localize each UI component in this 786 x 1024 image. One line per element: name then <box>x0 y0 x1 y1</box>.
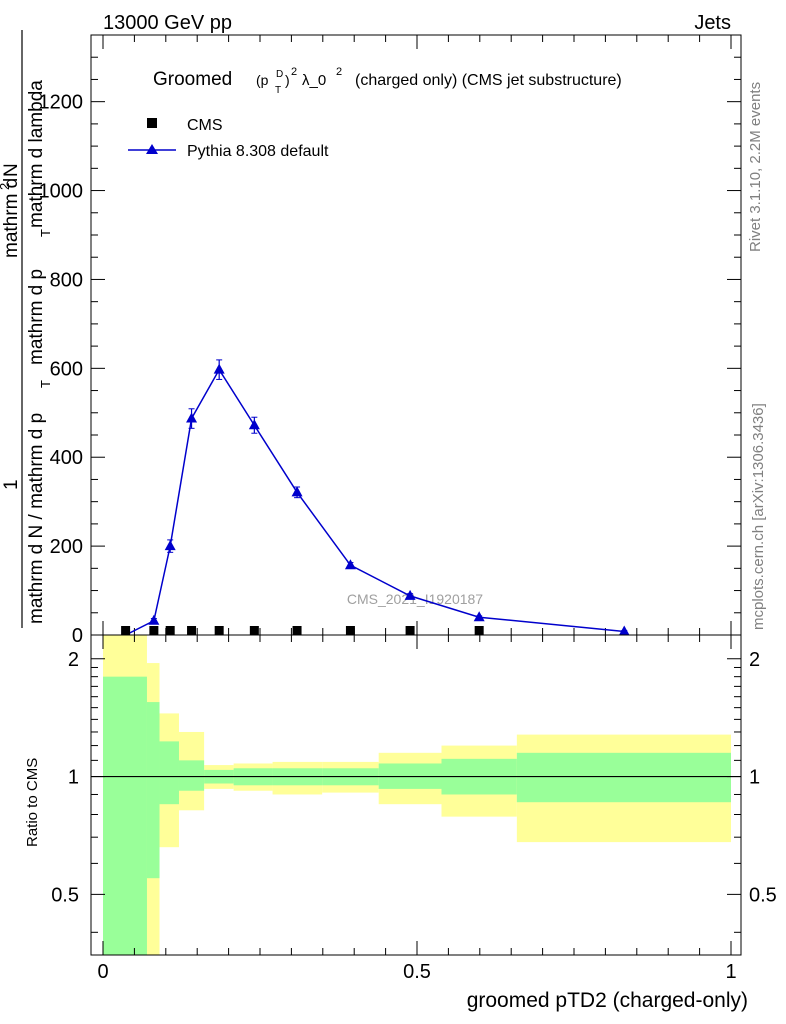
pythia-point <box>404 589 416 600</box>
cms-point <box>405 626 415 635</box>
x-tick-label: 0 <box>97 961 108 983</box>
ratio-plot-area <box>91 635 741 955</box>
pythia-point <box>148 614 160 625</box>
y-tick-label: 600 <box>50 358 83 380</box>
ratio-y-tick-label-left: 2 <box>68 649 79 671</box>
x-tick-label: 0.5 <box>403 961 431 983</box>
title-close: ) <box>285 72 290 88</box>
title-sup-d: D <box>276 69 283 80</box>
legend-cms-marker <box>147 118 157 128</box>
pythia-point <box>473 611 485 622</box>
y-tick-label: 200 <box>50 536 83 558</box>
y-tick-label: 800 <box>50 269 83 291</box>
ratio-y-tick-label-right: 2 <box>749 649 760 671</box>
ylabel-den: mathrm d N / mathrm d p <box>26 413 47 624</box>
cms-point <box>292 626 302 635</box>
cms-point <box>165 626 175 635</box>
title-groomed: Groomed <box>153 69 232 90</box>
cms-point <box>249 626 259 635</box>
pythia-point <box>344 559 356 570</box>
title-lambda: λ_0 <box>302 72 326 89</box>
y-tick-label: 0 <box>72 625 83 647</box>
ylabel-num-dp-sub: T <box>38 229 53 237</box>
title-sub-t: T <box>275 85 281 96</box>
main-axes: 0 200 400 600 800 1000 1200 <box>39 34 742 647</box>
main-series <box>120 359 630 639</box>
y-tick-label: 1000 <box>39 181 84 203</box>
pythia-point <box>164 540 176 551</box>
ratio-band-inner <box>178 760 205 791</box>
ratio-y-label: Ratio to CMS <box>24 758 41 847</box>
header-energy: 13000 GeV pp <box>103 12 232 34</box>
title-sup-2b: 2 <box>336 66 342 78</box>
ratio-band-inner <box>146 702 160 879</box>
cms-point <box>149 626 159 635</box>
ratio-frame <box>90 634 742 956</box>
ratio-y-tick-label-left: 0.5 <box>51 884 79 906</box>
ratio-band-inner <box>103 676 147 955</box>
legend-pythia-label: Pythia 8.308 default <box>187 143 329 160</box>
title-paren-p: (p <box>256 72 269 88</box>
x-tick-label: 1 <box>725 961 736 983</box>
ylabel-num-dlambda: mathrm d lambda <box>26 80 47 228</box>
ratio-axes: 0.5 0.5 1 1 2 2 0 0.5 1 <box>51 634 777 983</box>
cms-point <box>345 626 355 635</box>
y-axis-label: 1 mathrm d N / mathrm d p T mathrm d 2 N… <box>0 30 53 628</box>
cms-point <box>214 626 224 635</box>
pythia-point <box>186 412 198 423</box>
legend-cms-label: CMS <box>187 117 223 134</box>
ylabel-num-dn: mathrm d <box>1 178 22 258</box>
ylabel-num-sup: 2 <box>0 183 12 190</box>
ylabel-num-n: N <box>1 163 22 177</box>
cms-point <box>187 626 197 635</box>
rivet-label: Rivet 3.1.10, 2.2M events <box>747 82 764 252</box>
y-tick-label: 1200 <box>39 92 84 114</box>
ratio-y-tick-label-right: 1 <box>749 767 760 789</box>
title-rest: (charged only) (CMS jet substructure) <box>355 72 622 89</box>
pythia-point <box>291 486 303 497</box>
title-sup-2: 2 <box>291 66 297 78</box>
y-tick-label: 400 <box>50 447 83 469</box>
ylabel-num-dp: mathrm d p <box>26 269 47 365</box>
legend: CMS Pythia 8.308 default <box>128 117 329 160</box>
plot-title: Groomed (p D T ) 2 λ_0 2 (charged only) … <box>153 66 622 96</box>
pythia-point <box>213 363 225 374</box>
ratio-band-inner <box>159 741 179 805</box>
ratio-y-tick-label-right: 0.5 <box>749 884 777 906</box>
header-category: Jets <box>694 12 731 34</box>
ratio-band-inner <box>516 752 731 803</box>
pythia-point <box>618 625 630 636</box>
ylabel-one: 1 <box>1 479 22 490</box>
ratio-y-tick-label-left: 1 <box>68 767 79 789</box>
ylabel-den-sub: T <box>38 380 53 388</box>
x-axis-label: groomed pTD2 (charged-only) <box>467 989 748 1012</box>
pythia-point <box>248 419 260 430</box>
cms-point <box>121 626 131 635</box>
legend-pythia-marker <box>146 144 158 154</box>
mcplots-label: mcplots.cern.ch [arXiv:1306.3436] <box>750 403 767 630</box>
cms-point <box>474 626 484 635</box>
